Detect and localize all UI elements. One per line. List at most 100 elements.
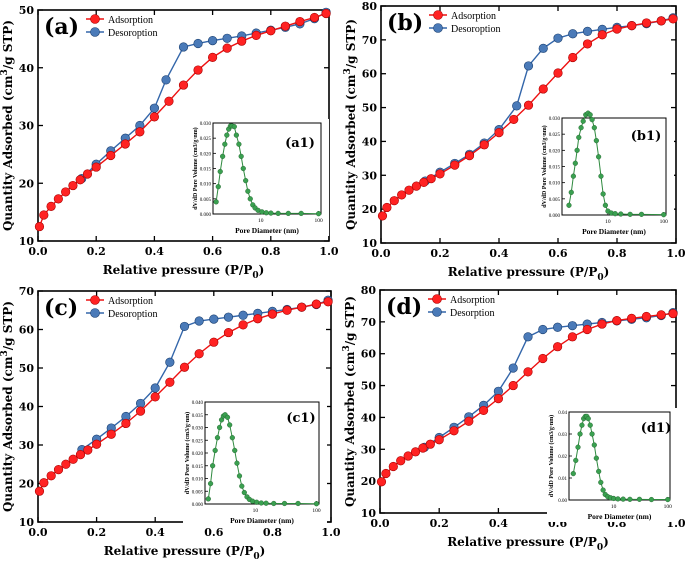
psd-point <box>602 202 608 208</box>
psd-point <box>285 210 291 216</box>
inset-b1: 10 100 0.000 0.005 0.010 0.015 0.020 0.025 0.030… <box>540 110 674 237</box>
legend-adsorption-marker <box>432 294 442 304</box>
adsorption-point <box>668 14 678 24</box>
adsorption-point <box>39 478 49 488</box>
adsorption-point <box>403 451 413 461</box>
adsorption-point <box>223 327 234 338</box>
adsorption-point <box>75 450 86 460</box>
inset-panel-label: (b1) <box>631 129 661 144</box>
desorption-point <box>149 103 159 113</box>
inset-y-tick-label: 0.015 <box>200 168 212 173</box>
inset-d1: 10 100 0.00 0.01 0.02 0.03 0.04 Pore Diameter (… <box>547 408 678 522</box>
y-tick-label: 50 <box>19 362 35 375</box>
adsorption-point <box>53 465 64 475</box>
legend-adsorption-label: Adsorption <box>451 11 496 22</box>
x-tick-label: 1.0 <box>321 526 340 539</box>
inset-y-tick-label: 0.030 <box>200 122 212 127</box>
desorption-point <box>523 332 533 342</box>
desorption-point <box>150 383 160 393</box>
y-tick-label: 70 <box>362 34 378 47</box>
adsorption-point <box>34 486 45 496</box>
psd-point <box>215 184 221 190</box>
adsorption-point <box>46 471 56 481</box>
y-tick-label: 60 <box>19 324 35 337</box>
inset-y-tick-label: 0.00 <box>558 499 567 504</box>
psd-point <box>222 141 228 147</box>
adsorption-point <box>597 30 607 40</box>
adsorption-point <box>494 128 504 138</box>
x-axis-label: Relative pressure (P/P0) <box>103 263 265 281</box>
adsorption-point <box>39 210 49 220</box>
desorption-point <box>523 61 534 71</box>
legend-adsorption-marker <box>90 14 100 24</box>
inset-x-tick-label: 100 <box>664 504 673 510</box>
adsorption-point <box>238 320 248 330</box>
psd-point <box>627 496 633 502</box>
adsorption-point <box>397 190 407 200</box>
y-axis-label-rest: /g STP) <box>343 296 357 345</box>
inset-y-tick-label: 0.005 <box>192 490 204 495</box>
panel-d: 0.0 0.2 0.4 0.6 0.8 1.01020304050607080Relati… <box>342 284 685 553</box>
inset-y-tick-label: 0.03 <box>558 433 567 438</box>
adsorption-point <box>237 36 247 46</box>
psd-point <box>570 173 576 179</box>
inset-y-tick-label: 0.000 <box>200 213 212 218</box>
y-axis-label-rest: /g STP) <box>1 301 15 350</box>
plot-frame <box>380 5 677 244</box>
inset-y-tick-label: 0.010 <box>549 182 561 187</box>
adsorption-point <box>149 112 159 122</box>
adsorption-point <box>120 139 130 149</box>
psd-point <box>575 444 581 450</box>
y-tick-label: 10 <box>362 237 378 250</box>
psd-point <box>627 211 633 217</box>
psd-point <box>275 210 281 216</box>
inset-y-tick-label: 0.020 <box>192 452 204 457</box>
desorption-point <box>208 36 218 46</box>
inset-y-tick-label: 0.010 <box>200 183 212 188</box>
inset-y-tick-label: 0.04 <box>558 411 567 416</box>
x-tick-label: 0.0 <box>28 526 47 539</box>
x-axis-label: Relative pressure (P/P0) <box>104 544 266 562</box>
psd-point <box>258 500 264 506</box>
adsorption-point <box>178 80 189 90</box>
psd-point <box>591 125 597 131</box>
inset-y-tick-label: 0.025 <box>200 137 212 142</box>
psd-point <box>245 188 251 194</box>
psd-point <box>648 496 655 503</box>
y-tick-label: 40 <box>19 62 35 75</box>
desorption-point <box>538 43 548 53</box>
inset-y-axis-label: dV/dD Pore Volume (cm3/g·nm) <box>184 412 191 494</box>
psd-point <box>313 501 320 507</box>
psd-point <box>213 199 219 205</box>
psd-point <box>232 447 238 454</box>
y-tick-label: 70 <box>19 285 35 298</box>
adsorption-point <box>553 68 563 78</box>
legend-adsorption-marker <box>90 295 100 305</box>
adsorption-point <box>106 150 116 161</box>
psd-point <box>566 202 572 208</box>
inset-x-tick-label: 10 <box>605 219 611 225</box>
inset-y-tick-label: 0.010 <box>192 478 204 483</box>
psd-point <box>579 422 585 428</box>
desorption-point <box>178 42 189 52</box>
psd-point <box>578 125 584 131</box>
x-axis-label-close: ) <box>604 265 610 279</box>
inset-y-axis-label: dV/dD Pore Volume (cm3/g·nm) <box>541 125 548 207</box>
psd-point <box>577 431 583 437</box>
psd-point <box>573 457 579 464</box>
legend-desorption-marker <box>433 23 443 33</box>
x-tick-label: 0.2 <box>87 526 106 539</box>
psd-point <box>216 424 223 431</box>
inset-y-tick-label: 0.015 <box>192 465 204 470</box>
adsorption-point <box>309 12 320 23</box>
y-tick-label: 60 <box>361 348 377 361</box>
adsorption-point <box>508 380 518 391</box>
adsorption-point <box>410 447 421 457</box>
psd-point <box>585 416 591 422</box>
desorption-point <box>194 316 204 326</box>
x-tick-label: 0.6 <box>204 526 223 539</box>
adsorption-point <box>434 435 444 445</box>
adsorption-point <box>449 426 459 436</box>
adsorption-point <box>68 180 78 191</box>
adsorption-point <box>297 302 307 312</box>
